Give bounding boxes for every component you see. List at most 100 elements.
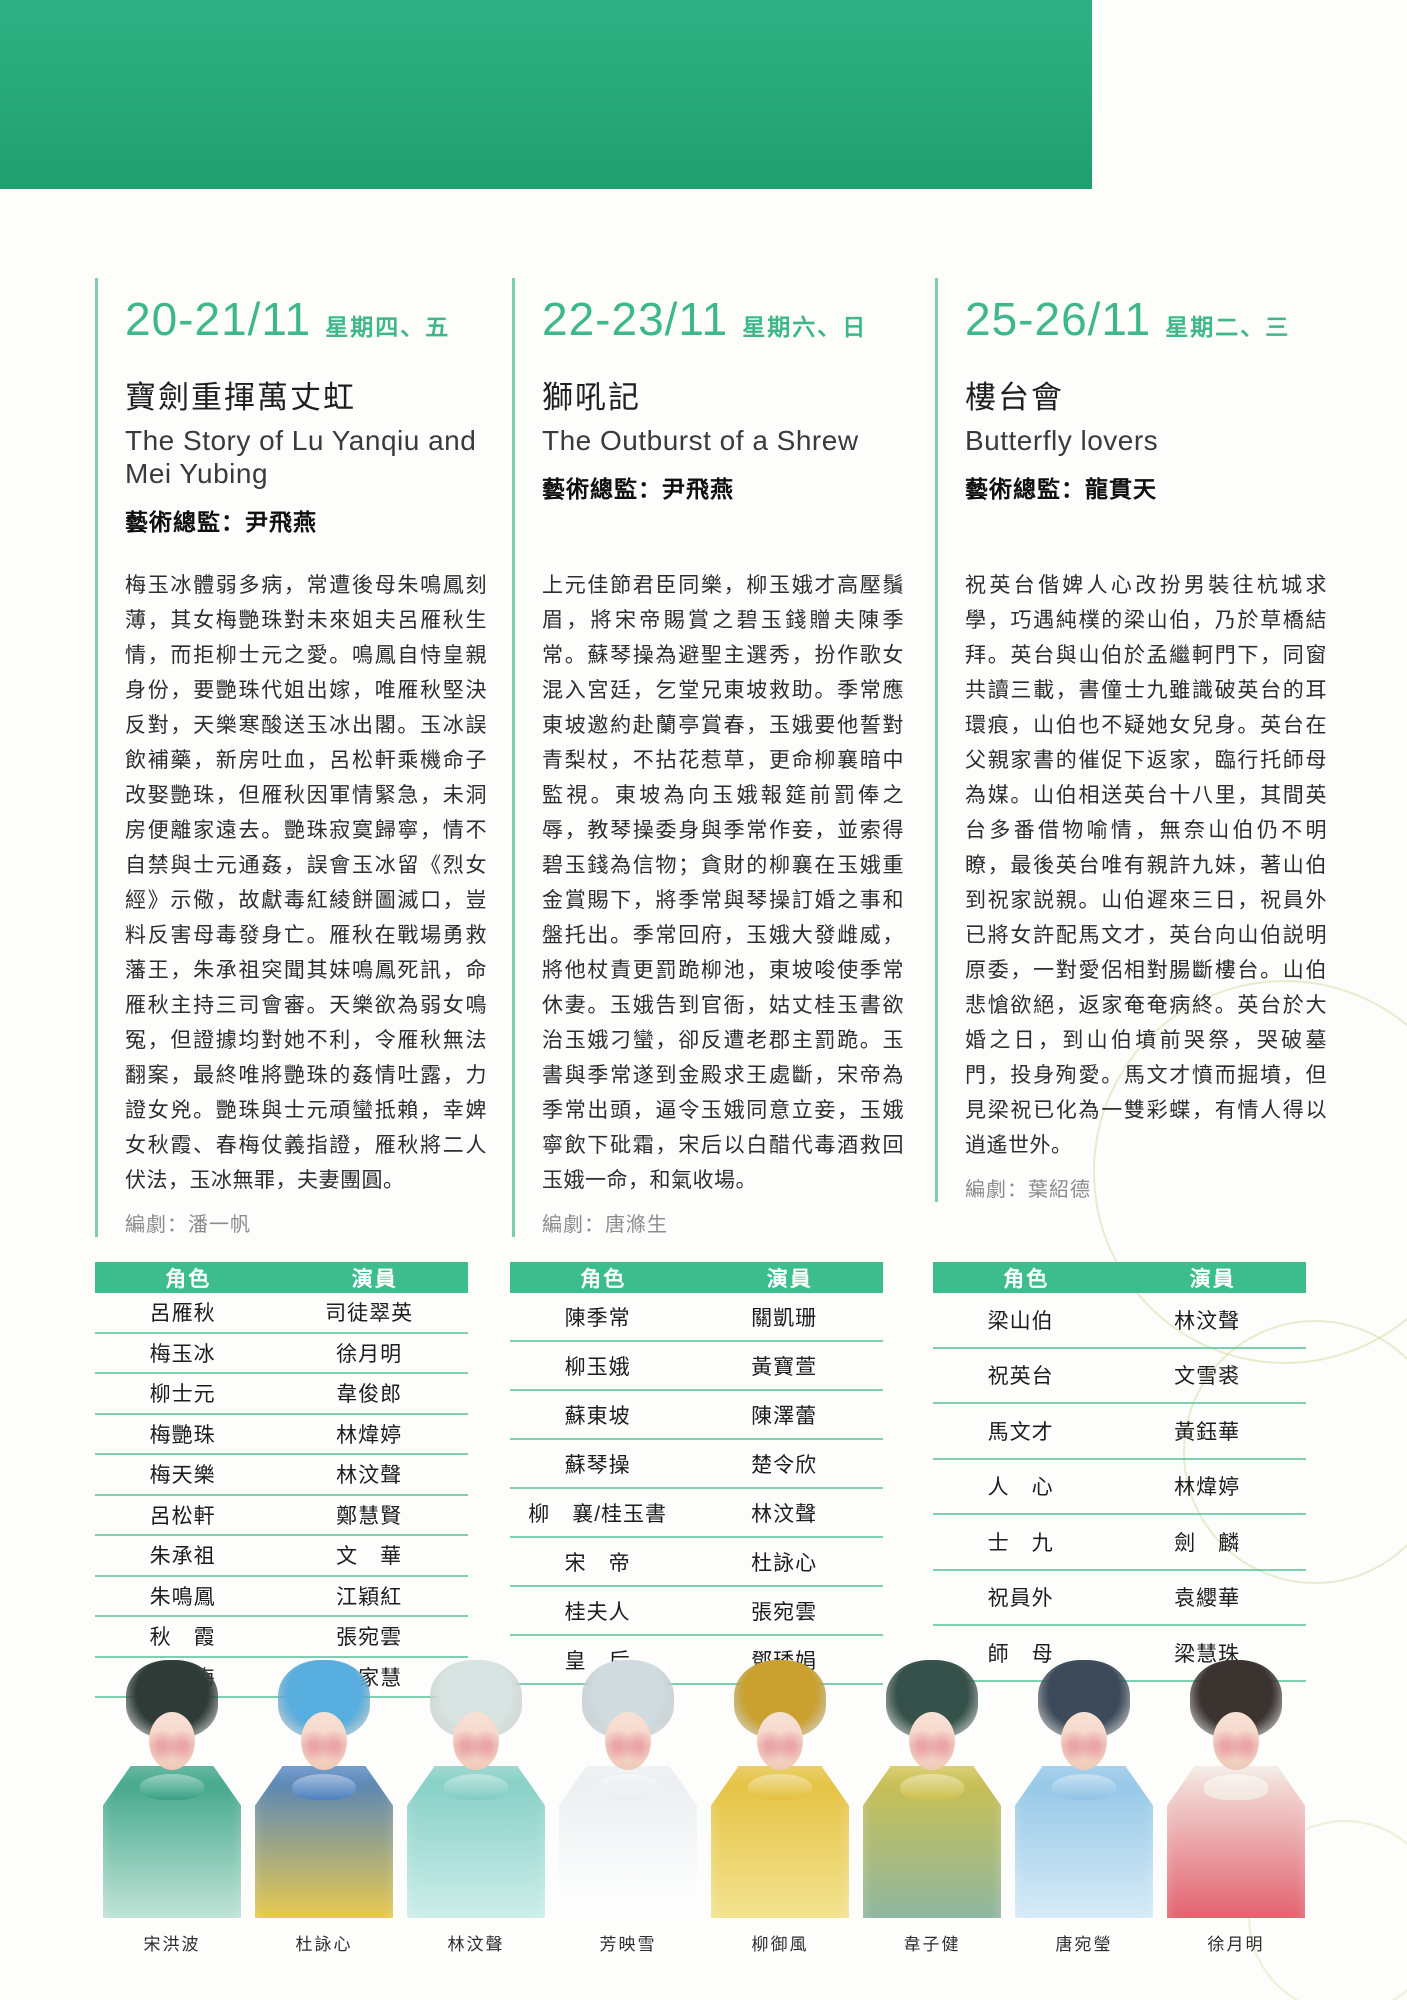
artistic-director: 藝術總監：龍貫天 [965, 470, 1327, 504]
cast-actor-cell: 黃寶萱 [751, 1355, 818, 1379]
cast-table-3: 角色 演員 梁山伯 林汶聲 祝英台 文雪裘 馬文才 黃鈺華 [933, 1262, 1306, 1682]
show-column-2: 22-23/11 星期六、日 獅吼記 The Outburst of a Shre… [512, 278, 904, 1237]
performer-card: 宋洪波 [103, 1660, 241, 1955]
cast-actor-cell: 張宛雲 [336, 1626, 403, 1650]
artistic-director-name: 龍貫天 [1085, 476, 1157, 503]
playwright-label: 編劇： [125, 1214, 188, 1236]
cast-actor-cell: 韋俊郎 [336, 1383, 403, 1407]
cast-actor-cell: 張宛雲 [751, 1600, 818, 1624]
cast-role-cell: 蘇琴操 [564, 1453, 631, 1477]
show-dates: 25-26/11 [965, 293, 1152, 345]
show-heading: 獅吼記 The Outburst of a Shrew 藝術總監：尹飛燕 [542, 372, 904, 554]
cast-role-header: 角色 [165, 1267, 212, 1291]
performer-face [757, 1712, 803, 1770]
cast-actor-header: 演員 [766, 1267, 813, 1291]
cast-row: 梁山伯 林汶聲 [933, 1293, 1306, 1349]
performer-card: 林汶聲 [407, 1660, 545, 1955]
artistic-director-name: 尹飛燕 [662, 476, 734, 503]
cast-role-cell: 師 母 [987, 1642, 1054, 1666]
artistic-director-name: 尹飛燕 [245, 509, 317, 536]
playwright-label: 編劇： [965, 1179, 1028, 1201]
cast-actor-cell: 江穎紅 [336, 1585, 403, 1609]
cast-role-cell: 蘇東坡 [564, 1404, 631, 1428]
performer-face [605, 1712, 651, 1770]
cast-row: 呂雁秋 司徒翠英 [95, 1293, 468, 1334]
cast-rows: 呂雁秋 司徒翠英 梅玉冰 徐月明 柳士元 韋俊郎 梅艷珠 林煒婷 [95, 1293, 468, 1698]
cast-actor-cell: 劍 麟 [1174, 1531, 1241, 1555]
show-column-1: 20-21/11 星期四、五 寶劍重揮萬丈虹 The Story of Lu Ya… [95, 278, 487, 1237]
show-weekday: 星期六、日 [742, 314, 868, 340]
cast-role-cell: 呂雁秋 [149, 1302, 216, 1326]
performer-face [1061, 1712, 1107, 1770]
cast-role-cell: 宋 帝 [564, 1551, 631, 1575]
cast-role-cell: 祝英台 [987, 1365, 1054, 1389]
cast-row: 人 心 林煒婷 [933, 1460, 1306, 1515]
show-title-zh: 獅吼記 [542, 380, 641, 415]
cast-actor-cell: 袁纓華 [1174, 1587, 1241, 1611]
cast-row: 柳 襄/桂玉書 林汶聲 [510, 1489, 883, 1538]
cast-role-cell: 桂夫人 [564, 1600, 631, 1624]
costume-collar [748, 1774, 812, 1800]
cast-role-cell: 梅玉冰 [149, 1342, 216, 1366]
cast-row: 柳士元 韋俊郎 [95, 1374, 468, 1415]
artistic-director: 藝術總監：尹飛燕 [125, 503, 487, 537]
show-date-row: 22-23/11 星期六、日 [542, 292, 904, 346]
cast-actor-cell: 林汶聲 [1174, 1309, 1241, 1333]
costume-collar [444, 1774, 508, 1800]
cast-row: 秋 霞 張宛雲 [95, 1617, 468, 1658]
cast-role-cell: 朱承祖 [149, 1545, 216, 1569]
show-heading: 樓台會 Butterfly lovers 藝術總監：龍貫天 [965, 372, 1327, 554]
cast-rows: 陳季常 關凱珊 柳玉娥 黃寶萱 蘇東坡 陳澤蕾 蘇琴操 楚令欣 [510, 1293, 883, 1685]
performer-name: 韋子健 [903, 1935, 961, 1954]
show-synopsis: 祝英台偕婢人心改扮男裝往杭城求學，巧遇純樸的梁山伯，乃於草橋結拜。英台與山伯於孟… [965, 574, 1327, 1157]
cast-row: 陳季常 關凱珊 [510, 1293, 883, 1342]
performer-face [909, 1712, 955, 1770]
show-dates: 20-21/11 [125, 293, 312, 345]
playwright: 編劇：唐滌生 [542, 1208, 904, 1237]
cast-actor-cell: 鄭慧賢 [336, 1504, 403, 1528]
cast-row: 蘇東坡 陳澤蕾 [510, 1391, 883, 1440]
cast-actor-cell: 文 華 [336, 1545, 403, 1569]
show-title-zh: 樓台會 [965, 380, 1064, 415]
cast-actor-cell: 徐月明 [336, 1342, 403, 1366]
artistic-director-label: 藝術總監： [125, 509, 245, 536]
cast-role-cell: 祝員外 [987, 1587, 1054, 1611]
performer-photo [1015, 1660, 1153, 1918]
costume-collar [1204, 1774, 1268, 1800]
cast-actor-cell: 林汶聲 [336, 1464, 403, 1488]
costume-collar [292, 1774, 356, 1800]
performer-name: 唐宛瑩 [1055, 1935, 1113, 1954]
performer-photo [255, 1660, 393, 1918]
cast-row: 蘇琴操 楚令欣 [510, 1440, 883, 1489]
show-weekday: 星期二、三 [1165, 314, 1291, 340]
cast-role-cell: 呂松軒 [149, 1504, 216, 1528]
performer-name: 林汶聲 [447, 1935, 505, 1954]
performer-card: 杜詠心 [255, 1660, 393, 1955]
cast-actor-cell: 黃鈺華 [1174, 1420, 1241, 1444]
playwright: 編劇：葉紹德 [965, 1173, 1327, 1202]
performer-photo [1167, 1660, 1305, 1918]
costume-collar [900, 1774, 964, 1800]
playwright-name: 潘一帆 [188, 1214, 251, 1236]
performer-photo [103, 1660, 241, 1918]
cast-actor-cell: 林煒婷 [336, 1423, 403, 1447]
cast-role-cell: 梅天樂 [149, 1464, 216, 1488]
cast-actor-cell: 司徒翠英 [325, 1302, 414, 1326]
cast-role-cell: 馬文才 [987, 1420, 1054, 1444]
cast-row: 柳玉娥 黃寶萱 [510, 1342, 883, 1391]
performer-card: 徐月明 [1167, 1660, 1305, 1955]
performer-card: 芳映雪 [559, 1660, 697, 1955]
show-title-en: The Story of Lu Yanqiu and Mei Yubing [125, 425, 477, 490]
performer-photo [711, 1660, 849, 1918]
cast-actor-cell: 楚令欣 [751, 1453, 818, 1477]
show-dates: 22-23/11 [542, 293, 729, 345]
show-heading: 寶劍重揮萬丈虹 The Story of Lu Yanqiu and Mei Y… [125, 372, 487, 554]
cast-role-cell: 柳 襄/桂玉書 [528, 1502, 668, 1526]
cast-role-cell: 秋 霞 [149, 1626, 216, 1650]
performer-name: 柳御風 [751, 1935, 809, 1954]
playwright: 編劇：潘一帆 [125, 1208, 487, 1237]
playwright-name: 唐滌生 [605, 1214, 668, 1236]
cast-row: 祝員外 袁纓華 [933, 1571, 1306, 1626]
performer-card: 柳御風 [711, 1660, 849, 1955]
